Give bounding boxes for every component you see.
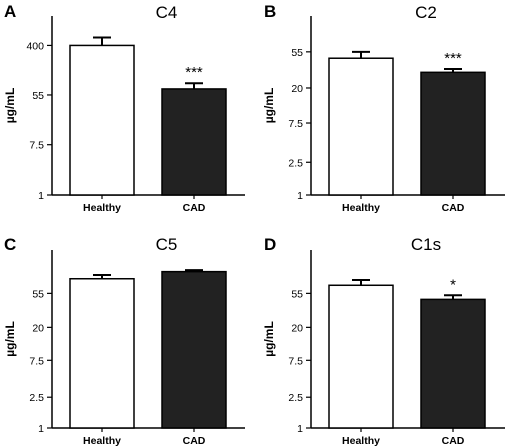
y-tick-label: 1 [38,423,44,435]
y-axis-label: µg/mL [3,321,17,357]
x-tick-label: Healthy [342,435,380,447]
significance-label: *** [444,50,462,67]
chart-title: C1s [411,235,441,254]
y-tick-label: 20 [32,322,44,334]
chart-panel-a: A C4 1 7.5 55 400 µg/mL Healthy CAD *** [3,2,245,214]
y-tick-label: 400 [26,40,44,52]
panel-letter: D [264,235,276,254]
x-tick-label: Healthy [83,202,121,214]
bar-healthy [69,44,135,196]
y-tick-label: 2.5 [288,392,303,404]
panel-letter: B [264,2,276,21]
x-tick-label: CAD [442,202,465,214]
bar-healthy [69,277,135,429]
y-tick-label: 1 [38,190,44,202]
y-tick-label: 7.5 [29,140,44,152]
y-tick-label: 2.5 [29,392,44,404]
y-tick-label: 7.5 [288,355,303,367]
y-tick-label: 7.5 [29,355,44,367]
y-tick-label: 1 [297,423,303,435]
x-tick-label: CAD [183,435,206,447]
significance-label: *** [185,64,203,81]
y-axis-label: µg/mL [262,321,276,357]
chart-panel-c: C C5 1 2.5 7.5 20 55 µg/mL Healthy CAD [3,235,245,447]
y-tick-label: 20 [291,322,303,334]
y-tick-label: 55 [32,90,44,102]
panel-letter: A [4,2,16,21]
chart-title: C4 [156,3,178,22]
bar-cad [420,71,486,196]
y-tick-label: 20 [291,83,303,95]
y-tick-label: 55 [32,288,44,300]
chart-panel-b: B C2 1 2.5 7.5 20 55 µg/mL Healthy CAD *** [262,2,505,214]
bar-cad [161,270,227,429]
y-tick-label: 7.5 [288,118,303,130]
y-tick-label: 55 [291,288,303,300]
y-axis-label: µg/mL [262,88,276,124]
bar-healthy [328,57,394,196]
y-tick-label: 1 [297,190,303,202]
chart-title: C2 [415,3,437,22]
panel-letter: C [4,235,16,254]
x-tick-label: Healthy [83,435,121,447]
bar-healthy [328,284,394,429]
x-tick-label: CAD [442,435,465,447]
bar-cad [420,298,486,429]
y-axis-label: µg/mL [3,88,17,124]
chart-title: C5 [156,235,178,254]
y-tick-label: 2.5 [288,157,303,169]
significance-label: * [450,276,456,293]
chart-panel-d: D C1s 1 2.5 7.5 20 55 µg/mL Healthy CAD * [262,235,505,447]
y-tick-label: 55 [291,47,303,59]
x-tick-label: Healthy [342,202,380,214]
x-tick-label: CAD [183,202,206,214]
bar-cad [161,88,227,196]
